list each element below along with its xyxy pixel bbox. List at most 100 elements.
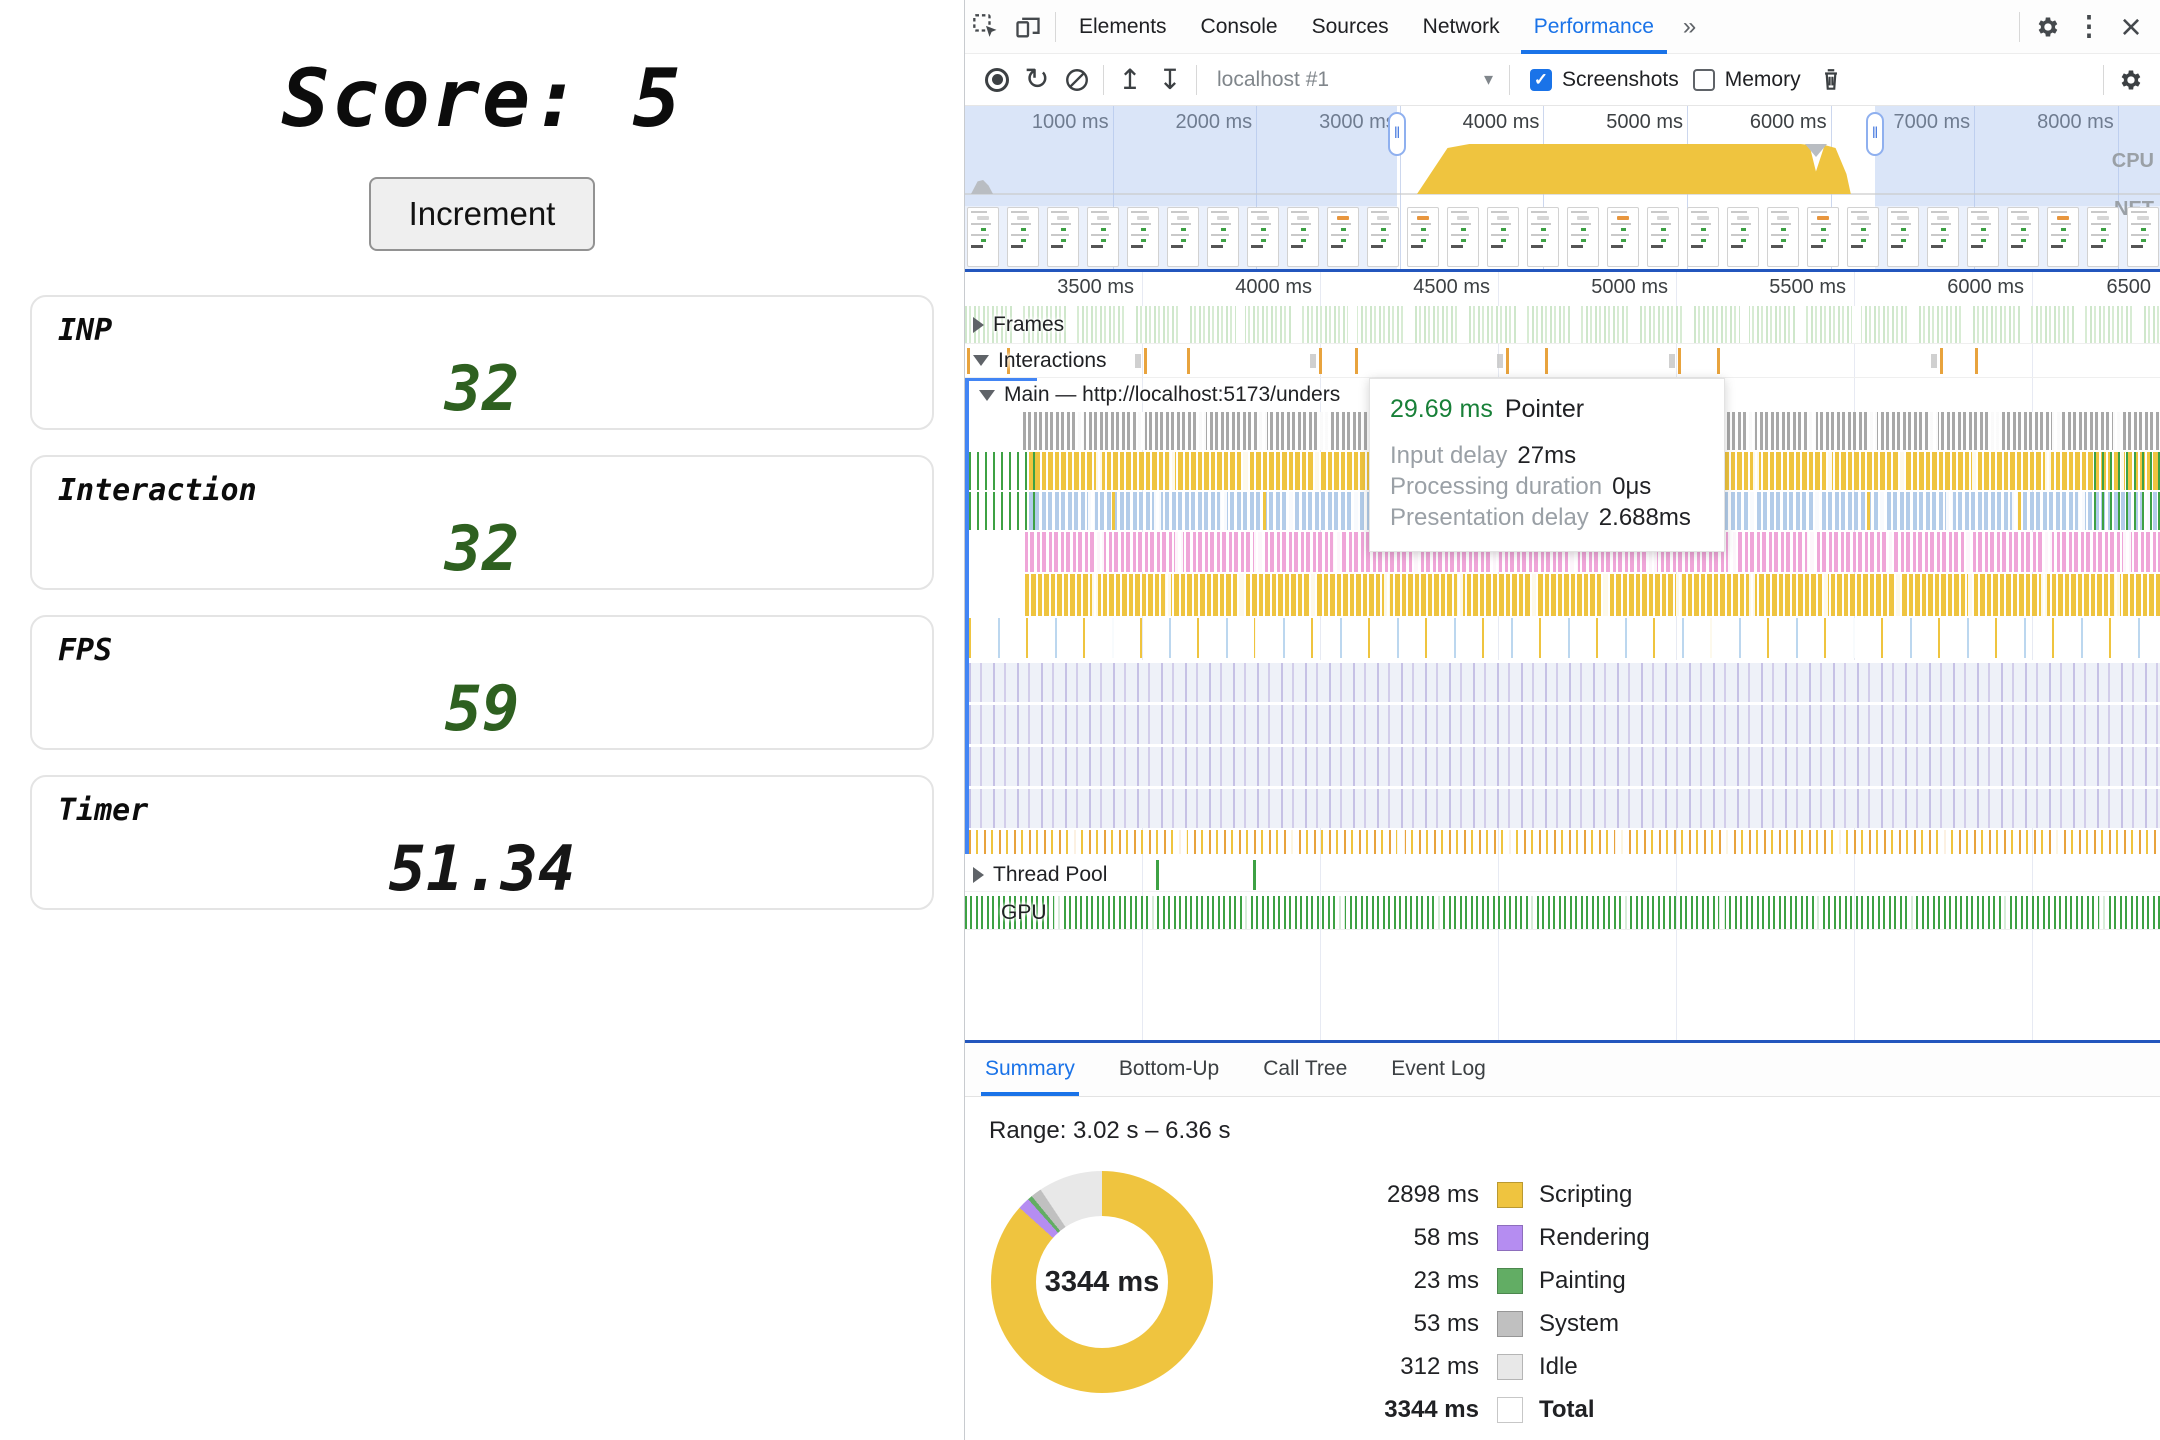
overview-ruler-label: 8000 ms [2037,111,2114,133]
thumb-value [2100,239,2106,242]
filmstrip-screenshot[interactable] [1207,207,1239,267]
flame-row-yellow-2[interactable] [1025,574,2160,616]
track-thread-pool[interactable]: Thread Pool [965,858,2160,892]
screenshots-checkbox[interactable]: ✓ Screenshots [1530,68,1679,92]
interaction-marker[interactable] [1319,348,1322,374]
thumb-text-line [1531,211,1547,213]
filmstrip-screenshot[interactable] [1487,207,1519,267]
clear-icon[interactable] [1057,60,1097,100]
thumb-value [1500,228,1506,231]
collapsed-triangle-icon[interactable] [973,316,984,333]
flamechart-area[interactable]: Frames Interactions Main — http://localh… [965,272,2160,1040]
legend-value: 2898 ms [1386,1180,1479,1208]
increment-button[interactable]: Increment [368,177,596,251]
filmstrip-screenshot[interactable] [1767,207,1799,267]
details-tab-bottom-up[interactable]: Bottom-Up [1118,1057,1220,1080]
collapsed-triangle-icon[interactable] [973,866,984,883]
filmstrip-screenshot[interactable] [1167,207,1199,267]
track-gpu[interactable]: GPU [965,896,2160,930]
tab-console[interactable]: Console [1200,14,1278,38]
interaction-marker[interactable] [1940,348,1943,374]
filmstrip-screenshot[interactable] [1367,207,1399,267]
thumb-value [1060,239,1066,242]
filmstrip-screenshot[interactable] [1447,207,1479,267]
inspect-element-icon[interactable] [965,7,1007,47]
filmstrip-screenshot[interactable] [1007,207,1039,267]
interaction-marker[interactable] [967,348,970,374]
details-tab-event-log[interactable]: Event Log [1391,1057,1486,1080]
thumb-button [1977,216,1989,220]
tab-network[interactable]: Network [1422,14,1500,38]
interaction-marker[interactable] [1717,348,1720,374]
tab-sources[interactable]: Sources [1311,14,1389,38]
thumb-text-line [2051,223,2071,225]
interaction-marker[interactable] [1007,348,1010,374]
selection-handle-right[interactable]: ‖ [1866,112,1884,156]
filmstrip-screenshot[interactable] [1727,207,1759,267]
interaction-marker[interactable] [1545,348,1548,374]
expanded-triangle-icon[interactable] [973,355,989,367]
reload-and-record-icon[interactable]: ↻ [1024,63,1050,96]
filmstrip-screenshot[interactable] [1527,207,1559,267]
interaction-marker[interactable] [1975,348,1978,374]
record-icon[interactable] [977,60,1017,100]
filmstrip-screenshot[interactable] [1087,207,1119,267]
memory-checkbox[interactable]: Memory [1692,68,1801,92]
capture-settings-gear-icon[interactable] [2110,60,2150,100]
flame-row-orange[interactable] [969,830,2160,854]
overview-ruler-label: 2000 ms [1175,111,1253,133]
timeline-overview[interactable]: 1000 ms 2000 ms 3000 ms 4000 ms 5000 ms 6000 … [965,106,2160,269]
thumb-text-line [1411,211,1427,213]
filmstrip-screenshot[interactable] [2087,207,2119,267]
filmstrip-screenshot[interactable] [1847,207,1879,267]
filmstrip-screenshot[interactable] [1247,207,1279,267]
filmstrip-screenshot[interactable] [1887,207,1919,267]
filmstrip-screenshot[interactable] [1927,207,1959,267]
expanded-triangle-icon[interactable] [979,389,995,401]
filmstrip-screenshot[interactable] [2047,207,2079,267]
save-profile-icon[interactable]: ↧ [1158,64,1182,95]
filmstrip-screenshot[interactable] [1287,207,1319,267]
settings-gear-icon[interactable] [2026,7,2068,47]
filmstrip-screenshot[interactable] [1047,207,1079,267]
flame-row-sparse[interactable] [969,618,2160,658]
interaction-marker[interactable] [1355,348,1358,374]
track-main-header[interactable]: Main — http://localhost:5173/unders [965,378,2160,412]
track-frames[interactable]: Frames [965,306,2160,344]
more-tabs-button[interactable]: » [1682,12,1697,40]
filmstrip-screenshot[interactable] [2127,207,2159,267]
legend-row-system: 53 ms System [1329,1302,1650,1345]
filmstrip-screenshot[interactable] [1807,207,1839,267]
filmstrip-screenshot[interactable] [967,207,999,267]
collect-garbage-icon[interactable] [1811,60,1851,100]
load-profile-icon[interactable]: ↥ [1118,64,1142,95]
filmstrip-screenshot[interactable] [2007,207,2039,267]
kebab-menu-icon[interactable]: ⋮ [2075,11,2103,41]
interaction-marker[interactable] [1678,348,1681,374]
legend-label: System [1539,1309,1620,1337]
filmstrip-screenshot[interactable] [1127,207,1159,267]
filmstrip-screenshot[interactable] [1967,207,1999,267]
interaction-marker[interactable] [1144,348,1147,374]
profile-select[interactable]: localhost #1 ▾ [1217,67,1493,91]
flame-row-lavender[interactable] [969,660,2160,828]
filmstrip-screenshot[interactable] [1687,207,1719,267]
selection-handle-left[interactable]: ‖ [1388,112,1406,156]
filmstrip-screenshot[interactable] [1407,207,1439,267]
device-toolbar-icon[interactable] [1007,7,1049,47]
interaction-marker[interactable] [1187,348,1190,374]
filmstrip-screenshot[interactable] [1327,207,1359,267]
filmstrip-screenshot[interactable] [1607,207,1639,267]
details-tab-summary[interactable]: Summary [981,1042,1079,1096]
filmstrip-screenshot[interactable] [1567,207,1599,267]
thumb-text-line [1371,223,1391,225]
tab-performance[interactable]: Performance [1517,0,1671,54]
tab-elements[interactable]: Elements [1079,14,1167,38]
interaction-marker[interactable] [1506,348,1509,374]
thumb-button [1937,216,1949,220]
close-devtools-icon[interactable]: × [2120,5,2142,47]
thumb-text-line [1091,234,1109,236]
details-tab-call-tree[interactable]: Call Tree [1263,1057,1348,1080]
filmstrip-screenshot[interactable] [1647,207,1679,267]
track-interactions[interactable]: Interactions [965,344,2160,378]
